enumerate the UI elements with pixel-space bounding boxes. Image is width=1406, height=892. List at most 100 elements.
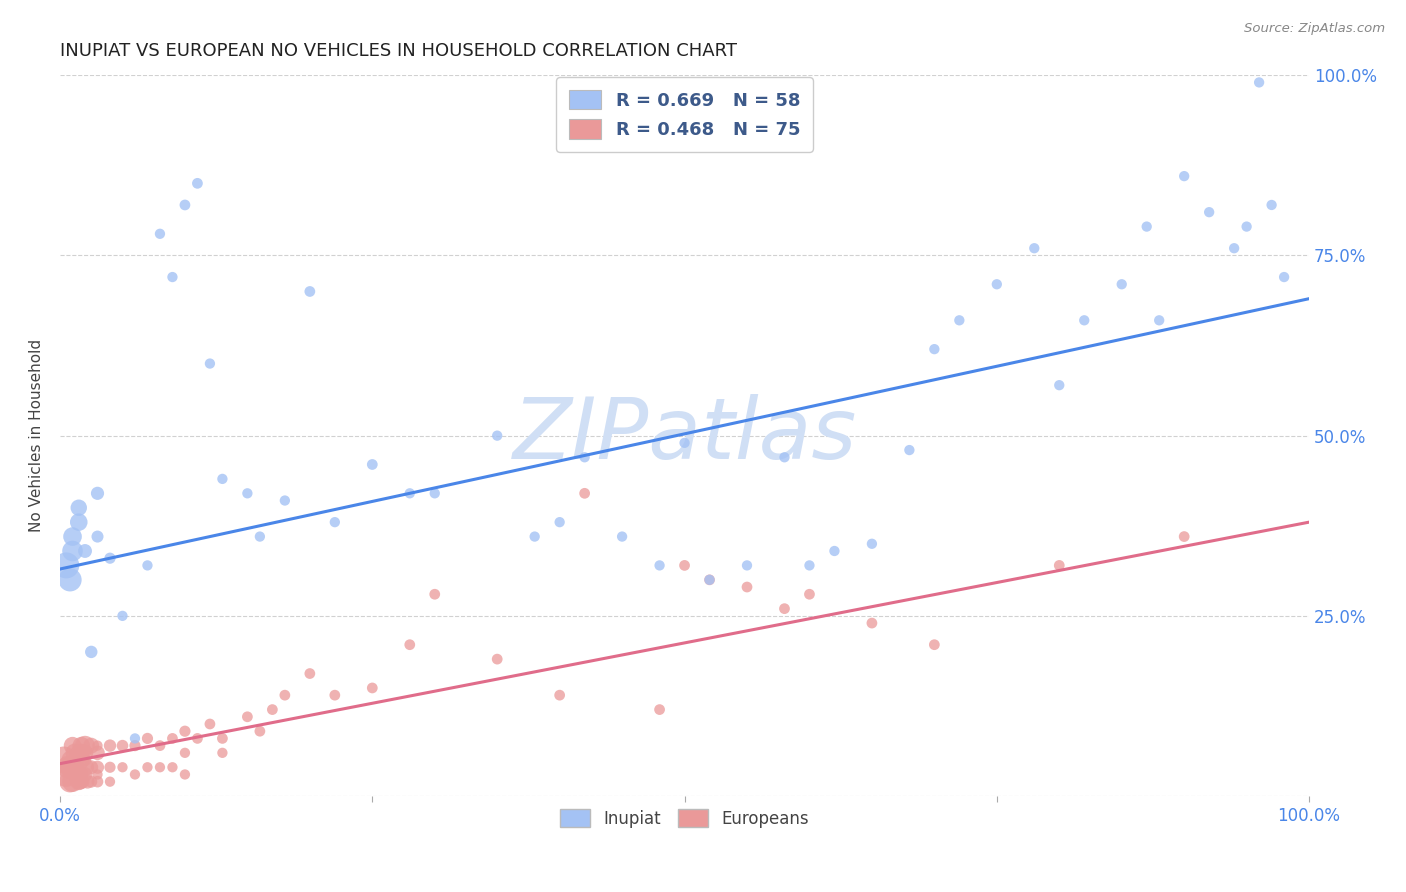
- Point: [98, 774, 121, 789]
- Point: [73, 760, 96, 774]
- Point: [136, 760, 159, 774]
- Point: [1073, 313, 1095, 327]
- Point: [249, 530, 271, 544]
- Point: [124, 739, 146, 753]
- Point: [262, 702, 284, 716]
- Point: [1198, 205, 1220, 219]
- Point: [1236, 219, 1258, 234]
- Point: [67, 774, 90, 789]
- Point: [76, 774, 98, 789]
- Point: [735, 580, 758, 594]
- Point: [1047, 558, 1070, 573]
- Point: [773, 450, 796, 465]
- Point: [86, 767, 108, 781]
- Point: [236, 486, 259, 500]
- Point: [73, 753, 96, 767]
- Point: [486, 652, 509, 666]
- Point: [62, 774, 84, 789]
- Point: [610, 530, 633, 544]
- Point: [699, 573, 721, 587]
- Point: [361, 458, 384, 472]
- Point: [73, 544, 96, 558]
- Point: [80, 760, 103, 774]
- Point: [1136, 219, 1159, 234]
- Point: [67, 767, 90, 781]
- Point: [574, 486, 596, 500]
- Point: [58, 760, 80, 774]
- Point: [1047, 378, 1070, 392]
- Point: [86, 746, 108, 760]
- Point: [136, 731, 159, 746]
- Point: [111, 608, 134, 623]
- Point: [73, 739, 96, 753]
- Point: [59, 774, 82, 789]
- Point: [86, 486, 108, 500]
- Point: [211, 731, 233, 746]
- Text: ZIPatlas: ZIPatlas: [512, 394, 856, 477]
- Point: [523, 530, 546, 544]
- Point: [59, 573, 82, 587]
- Point: [149, 760, 172, 774]
- Point: [648, 702, 671, 716]
- Point: [70, 767, 93, 781]
- Point: [72, 746, 94, 760]
- Point: [860, 616, 883, 631]
- Point: [149, 227, 172, 241]
- Point: [398, 486, 420, 500]
- Point: [574, 450, 596, 465]
- Point: [162, 760, 184, 774]
- Point: [1147, 313, 1170, 327]
- Point: [673, 435, 696, 450]
- Point: [63, 746, 86, 760]
- Point: [924, 342, 946, 356]
- Point: [124, 767, 146, 781]
- Point: [124, 731, 146, 746]
- Point: [1111, 277, 1133, 292]
- Point: [111, 739, 134, 753]
- Point: [67, 500, 90, 515]
- Point: [198, 717, 221, 731]
- Point: [70, 739, 93, 753]
- Point: [1272, 270, 1295, 285]
- Point: [174, 198, 197, 212]
- Point: [211, 746, 233, 760]
- Point: [67, 753, 90, 767]
- Point: [398, 638, 420, 652]
- Point: [548, 515, 571, 529]
- Point: [1024, 241, 1046, 255]
- Point: [648, 558, 671, 573]
- Point: [799, 587, 821, 601]
- Point: [52, 753, 75, 767]
- Point: [423, 486, 446, 500]
- Point: [67, 515, 90, 529]
- Point: [211, 472, 233, 486]
- Point: [673, 558, 696, 573]
- Point: [948, 313, 970, 327]
- Point: [1260, 198, 1282, 212]
- Text: INUPIAT VS EUROPEAN NO VEHICLES IN HOUSEHOLD CORRELATION CHART: INUPIAT VS EUROPEAN NO VEHICLES IN HOUSE…: [60, 42, 737, 60]
- Point: [486, 428, 509, 442]
- Point: [823, 544, 845, 558]
- Point: [298, 666, 321, 681]
- Point: [236, 710, 259, 724]
- Point: [174, 724, 197, 739]
- Point: [136, 558, 159, 573]
- Point: [699, 573, 721, 587]
- Point: [323, 515, 346, 529]
- Point: [298, 285, 321, 299]
- Point: [924, 638, 946, 652]
- Point: [73, 746, 96, 760]
- Y-axis label: No Vehicles in Household: No Vehicles in Household: [30, 339, 44, 533]
- Point: [162, 270, 184, 285]
- Point: [1173, 169, 1195, 183]
- Point: [1173, 530, 1195, 544]
- Point: [69, 746, 91, 760]
- Point: [86, 530, 108, 544]
- Point: [186, 177, 208, 191]
- Point: [80, 739, 103, 753]
- Point: [60, 753, 83, 767]
- Point: [98, 551, 121, 566]
- Point: [174, 746, 197, 760]
- Legend: Inupiat, Europeans: Inupiat, Europeans: [554, 803, 815, 835]
- Point: [274, 688, 297, 702]
